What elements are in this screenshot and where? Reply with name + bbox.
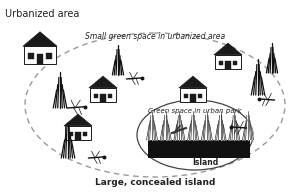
Polygon shape bbox=[100, 94, 106, 102]
Polygon shape bbox=[69, 132, 73, 136]
Polygon shape bbox=[233, 61, 237, 65]
Polygon shape bbox=[46, 53, 52, 59]
Polygon shape bbox=[89, 76, 117, 88]
Polygon shape bbox=[198, 94, 203, 98]
Polygon shape bbox=[108, 94, 112, 98]
Polygon shape bbox=[65, 126, 91, 140]
Polygon shape bbox=[219, 61, 223, 65]
Polygon shape bbox=[180, 88, 206, 102]
Text: Island: Island bbox=[192, 158, 218, 167]
Polygon shape bbox=[214, 43, 242, 55]
Polygon shape bbox=[37, 54, 43, 64]
Polygon shape bbox=[90, 88, 116, 102]
Polygon shape bbox=[179, 76, 207, 88]
Polygon shape bbox=[64, 114, 92, 126]
Polygon shape bbox=[28, 53, 34, 59]
Polygon shape bbox=[148, 140, 250, 158]
Text: Large, concealed island: Large, concealed island bbox=[95, 178, 215, 187]
Polygon shape bbox=[215, 55, 241, 69]
Polygon shape bbox=[184, 94, 188, 98]
Polygon shape bbox=[24, 46, 56, 64]
Text: Urbanized area: Urbanized area bbox=[5, 9, 80, 19]
Polygon shape bbox=[83, 132, 87, 136]
Polygon shape bbox=[75, 132, 81, 140]
Polygon shape bbox=[190, 94, 196, 102]
Text: Green space in urban park: Green space in urban park bbox=[148, 108, 242, 114]
Polygon shape bbox=[225, 61, 231, 69]
Ellipse shape bbox=[137, 100, 253, 170]
Polygon shape bbox=[94, 94, 98, 98]
Polygon shape bbox=[23, 32, 57, 46]
Text: Small green space in urbanized area: Small green space in urbanized area bbox=[85, 32, 225, 41]
